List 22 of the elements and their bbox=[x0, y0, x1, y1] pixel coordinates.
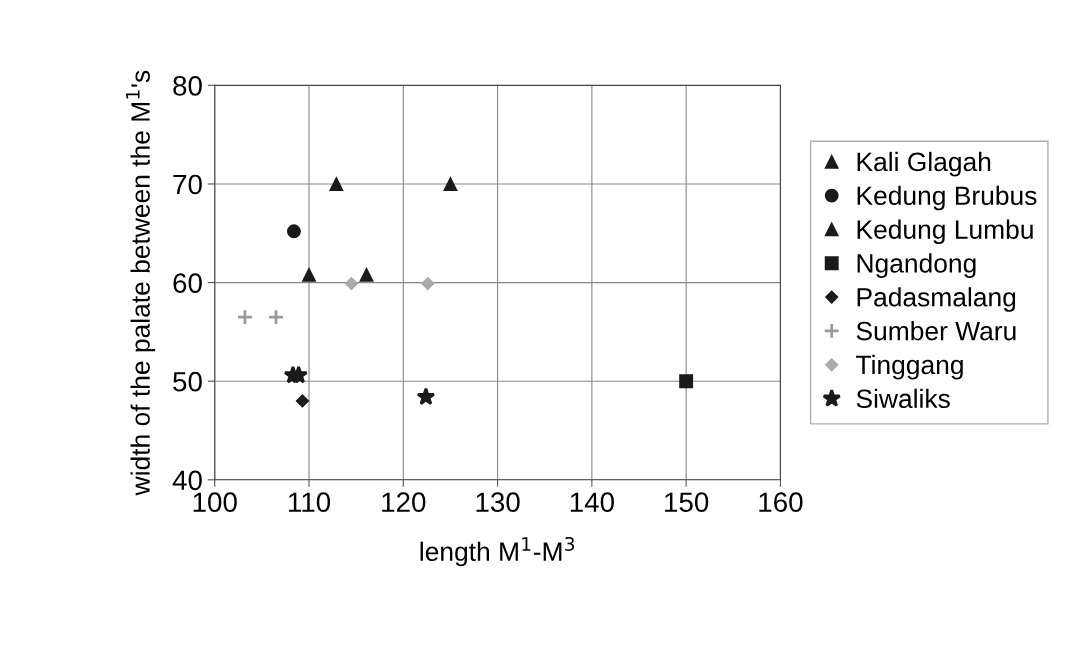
legend-label: Padasmalang bbox=[857, 287, 1016, 312]
y-tick-label: 60 bbox=[173, 273, 202, 293]
y-tick-label: 40 bbox=[172, 470, 202, 491]
legend-label: Kali Glagah bbox=[857, 151, 991, 177]
x-tick-label: 100 bbox=[193, 492, 237, 513]
y-tick-label: 70 bbox=[173, 174, 202, 195]
x-tick-label: 130 bbox=[476, 492, 520, 513]
y-axis-title: width of the palate between the M$^{1}$'s bbox=[126, 70, 156, 496]
x-tick-label: 120 bbox=[382, 492, 426, 513]
y-tick-label: 80 bbox=[173, 76, 202, 96]
legend-label: Ngandong bbox=[857, 253, 976, 278]
y-tick-label: 50 bbox=[173, 371, 202, 392]
x-tick-label: 160 bbox=[759, 492, 803, 513]
legend-label: Kedung Brubus bbox=[857, 185, 1037, 211]
x-axis-title: length M$^{1}$-M$^{3}$ bbox=[420, 536, 575, 567]
x-tick-label: 140 bbox=[570, 492, 614, 513]
legend-label: Siwaliks bbox=[856, 388, 950, 409]
legend-label: Sumber Waru bbox=[856, 321, 1016, 341]
legend-label: Kedung Lumbu bbox=[857, 219, 1033, 245]
x-tick-label: 110 bbox=[288, 492, 331, 513]
x-tick-label: 150 bbox=[665, 492, 709, 513]
legend-label: Tinggang bbox=[856, 354, 963, 380]
